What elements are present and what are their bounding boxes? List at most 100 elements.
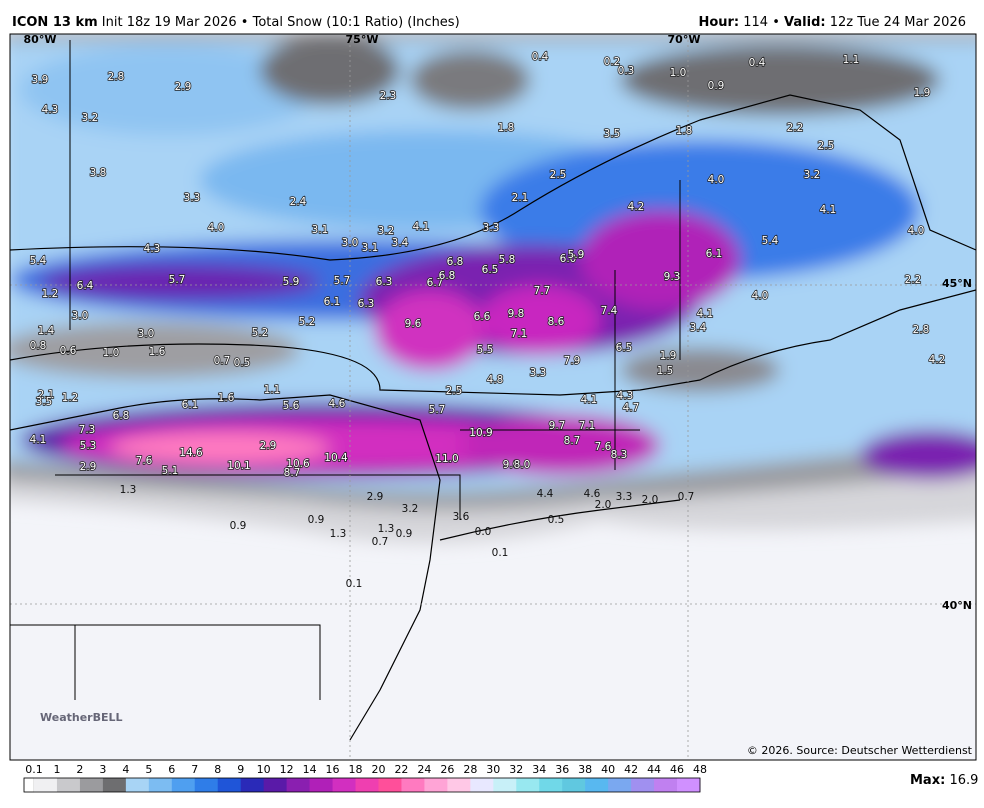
snow-total-label: 2.5 xyxy=(550,169,567,181)
snow-total-label: 0.3 xyxy=(618,65,635,77)
latitude-label: 45°N xyxy=(942,277,972,290)
model: ICON 13 km xyxy=(12,15,98,30)
snow-total-label: 2.0 xyxy=(642,494,659,506)
colorbar-swatch xyxy=(332,778,357,792)
snow-total-label: 6.1 xyxy=(706,248,723,260)
hour: 114 xyxy=(743,15,768,30)
snow-total-label: 5.7 xyxy=(169,274,186,286)
snow-total-label: 3.2 xyxy=(804,169,821,181)
colorbar-tick-label: 8 xyxy=(214,763,221,776)
colorbar-tick-label: 12 xyxy=(280,763,294,776)
snow-total-label: 2.1 xyxy=(512,192,529,204)
snow-total-label: 2.9 xyxy=(80,461,97,473)
snow-total-label: 4.0 xyxy=(708,174,725,186)
snow-total-label: 4.1 xyxy=(697,308,714,320)
snow-total-label: 0.7 xyxy=(678,491,695,503)
colorbar-tick-label: 38 xyxy=(578,763,592,776)
snow-total-label: 6.5 xyxy=(616,342,633,354)
snow-total-label: 5.4 xyxy=(762,235,779,247)
colorbar-swatch xyxy=(240,778,265,792)
snow-total-label: 4.3 xyxy=(617,390,634,402)
snow-total-label: 0.7 xyxy=(214,355,231,367)
colorbar-tick-label: 26 xyxy=(440,763,454,776)
colorbar-tick-label: 4 xyxy=(122,763,129,776)
snow-total-label: 9.8 xyxy=(508,308,525,320)
snow-total-label: 10.9 xyxy=(469,427,492,439)
snow-total-label: 7.3 xyxy=(79,424,96,436)
snow-total-label: 1.1 xyxy=(843,54,860,66)
snow-total-label: 4.0 xyxy=(208,222,225,234)
snow-total-label: 1.3 xyxy=(330,528,347,540)
snow-total-label: 0.8 xyxy=(30,340,47,352)
colorbar-swatch xyxy=(539,778,563,792)
snow-total-label: 6.1 xyxy=(182,399,199,411)
colorbar-swatch xyxy=(516,778,540,792)
colorbar-swatch xyxy=(148,778,173,792)
colorbar-swatch xyxy=(493,778,517,792)
snow-total-label: 10.4 xyxy=(324,452,348,464)
snow-total-label: 0.9 xyxy=(396,528,413,540)
snow-total-label: 4.3 xyxy=(144,243,161,255)
snow-total-label: 6.1 xyxy=(324,296,341,308)
snow-total-label: 0.0 xyxy=(475,526,492,538)
snow-total-label: 8.7 xyxy=(564,435,581,447)
colorbar-lead xyxy=(23,777,35,793)
snow-total-label: 9.7 xyxy=(549,420,566,432)
snow-total-label: 1.3 xyxy=(378,523,395,535)
snow-total-label: 3.4 xyxy=(392,237,409,249)
snow-total-label: 1.8 xyxy=(676,125,693,137)
colorbar-tick-label: 44 xyxy=(647,763,661,776)
snow-total-label: 1.6 xyxy=(149,346,166,358)
snow-total-label: 4.2 xyxy=(929,354,946,366)
snow-total-label: 8.3 xyxy=(611,449,628,461)
snow-total-label: 10.1 xyxy=(227,460,250,472)
colorbar-tick-label: 2 xyxy=(76,763,83,776)
snow-total-label: 3.1 xyxy=(312,224,329,236)
colorbar-swatch xyxy=(401,778,425,792)
colorbar-tick-label: 5 xyxy=(145,763,152,776)
snow-total-label: 8.0 xyxy=(514,459,531,471)
snow-total-label: 6.8 xyxy=(447,256,464,268)
snow-total-label: 2.2 xyxy=(905,274,922,286)
snow-total-label: 3.3 xyxy=(616,491,633,503)
snow-total-label: 1.9 xyxy=(660,350,677,362)
colorbar-tick-label: 40 xyxy=(601,763,615,776)
snow-total-label: 11.0 xyxy=(435,453,458,465)
snow-total-label: 3.5 xyxy=(604,128,621,140)
max: Max: 16.9 xyxy=(910,773,978,788)
colorbar-tick-label: 9 xyxy=(237,763,244,776)
snow-total-label: 1.9 xyxy=(914,87,931,99)
credit: © 2026. Source: Deutscher Wetterdienst xyxy=(747,744,973,757)
snow-total-label: 5.1 xyxy=(162,465,179,477)
snow-total-label: 9.0 xyxy=(503,459,520,471)
init: Init 18z 19 Mar 2026 xyxy=(102,15,237,30)
snow-total-label: 1.2 xyxy=(42,288,59,300)
snow-total-label: 4.0 xyxy=(908,225,925,237)
valid-time: 12z Tue 24 Mar 2026 xyxy=(830,15,966,30)
snow-total-label: 0.7 xyxy=(372,536,389,548)
snow-total-label: 6.4 xyxy=(77,280,94,292)
snow-total-label: 5.2 xyxy=(252,327,269,339)
snow-total-label: 3.1 xyxy=(362,242,379,254)
colorbar-tick-label: 0.1 xyxy=(25,763,43,776)
snow-total-label: 3.3 xyxy=(184,192,201,204)
snow-total-label: 2.3 xyxy=(380,90,397,102)
snow-total-label: 6.7 xyxy=(427,277,444,289)
snow-total-label: 2.5 xyxy=(818,140,835,152)
snow-total-label: 0.1 xyxy=(492,547,509,559)
colorbar-tick-label: 10 xyxy=(257,763,271,776)
snow-total-label: 2.4 xyxy=(290,196,307,208)
snow-total-label: 1.0 xyxy=(670,67,687,79)
snow-total-label: 5.9 xyxy=(283,276,300,288)
snow-total-label: 3.6 xyxy=(453,511,470,523)
colorbar-swatch xyxy=(79,778,104,792)
colorbar-tick-label: 30 xyxy=(486,763,500,776)
snow-total-label: 4.4 xyxy=(537,488,554,500)
colorbar-swatch xyxy=(608,778,632,792)
snow-total-label: 0.9 xyxy=(708,80,725,92)
snow-total-label: 3.0 xyxy=(138,328,155,340)
colorbar-swatch xyxy=(631,778,655,792)
snow-total-label: 0.5 xyxy=(548,514,565,526)
snow-total-label: 4.1 xyxy=(581,394,598,406)
snow-total-label: 5.6 xyxy=(283,400,300,412)
